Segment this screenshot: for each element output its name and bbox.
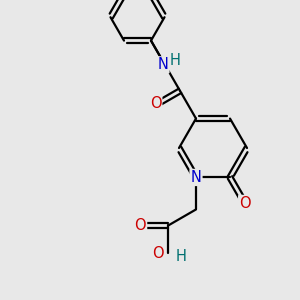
Text: O: O xyxy=(134,218,146,233)
Text: O: O xyxy=(150,96,161,111)
Text: O: O xyxy=(152,246,163,261)
Text: N: N xyxy=(158,57,168,72)
Text: H: H xyxy=(175,249,186,264)
Text: O: O xyxy=(239,196,251,211)
Text: H: H xyxy=(169,53,180,68)
Text: N: N xyxy=(190,170,201,185)
